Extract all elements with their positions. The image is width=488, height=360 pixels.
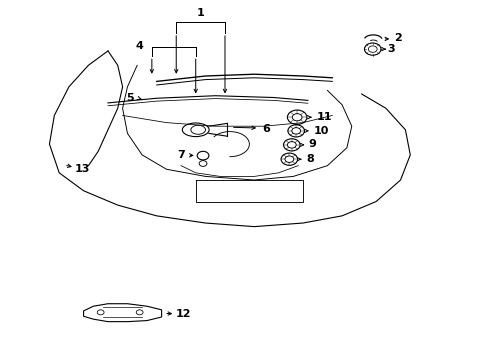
Text: 1: 1 — [196, 8, 204, 18]
Polygon shape — [83, 304, 161, 321]
Text: 11: 11 — [316, 112, 331, 122]
Text: 4: 4 — [136, 41, 143, 50]
Text: 10: 10 — [313, 126, 328, 136]
Text: 5: 5 — [126, 93, 133, 103]
Text: 2: 2 — [393, 33, 401, 43]
Text: 12: 12 — [176, 310, 191, 319]
Text: 3: 3 — [386, 44, 394, 54]
Text: 7: 7 — [177, 150, 184, 160]
Text: 13: 13 — [75, 164, 90, 174]
Text: 9: 9 — [308, 139, 316, 149]
Text: 8: 8 — [305, 154, 313, 164]
Text: 6: 6 — [262, 124, 270, 134]
